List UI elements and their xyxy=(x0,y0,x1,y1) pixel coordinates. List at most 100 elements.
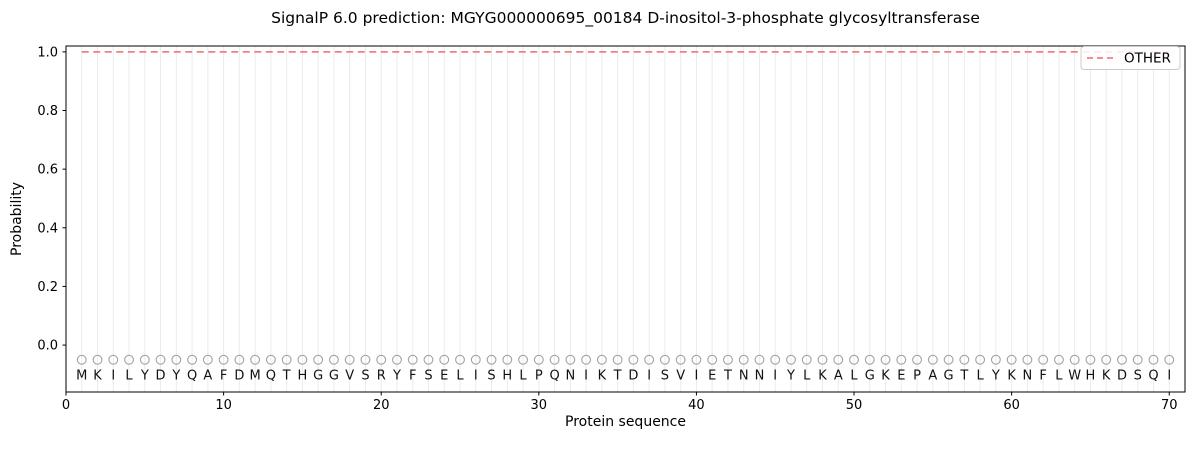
residue-letter: Y xyxy=(392,368,401,383)
residue-marker xyxy=(738,354,749,365)
residue-marker xyxy=(124,354,134,365)
x-tick-label: 30 xyxy=(531,398,548,413)
x-tick-label: 20 xyxy=(373,398,390,413)
residue-letter: K xyxy=(881,368,890,383)
x-tick-label: 60 xyxy=(1003,398,1020,413)
residue-letter: A xyxy=(834,368,843,383)
residue-marker xyxy=(833,354,844,365)
residue-marker xyxy=(155,354,166,365)
residue-letter: Q xyxy=(266,368,276,383)
residue-marker xyxy=(1022,354,1033,365)
residue-letter: A xyxy=(928,368,937,383)
residue-marker xyxy=(344,354,355,365)
residue-marker xyxy=(786,354,796,365)
residue-letter: I xyxy=(647,368,651,383)
residue-marker xyxy=(250,354,261,365)
residue-letter: L xyxy=(519,368,527,383)
residue-marker xyxy=(864,354,875,365)
residue-letter: I xyxy=(111,368,115,383)
residue-letter: I xyxy=(584,368,588,383)
y-tick-label: 0.8 xyxy=(37,104,58,119)
residue-letter: Y xyxy=(171,368,180,383)
residue-letter: P xyxy=(535,368,543,383)
residue-marker xyxy=(770,354,781,365)
residue-marker xyxy=(360,354,371,365)
residue-letter: N xyxy=(755,368,765,383)
residue-marker xyxy=(470,354,481,365)
residue-letter: H xyxy=(502,368,512,383)
residue-marker xyxy=(581,354,592,365)
residue-letter: S xyxy=(424,368,432,383)
residue-marker xyxy=(754,354,765,365)
residue-marker xyxy=(644,354,655,365)
residue-letter: L xyxy=(803,368,811,383)
residue-letter: D xyxy=(1117,368,1127,383)
residue-letter: I xyxy=(474,368,478,383)
residue-marker xyxy=(659,354,670,365)
residue-letter: Q xyxy=(1148,368,1158,383)
residue-marker xyxy=(912,354,923,365)
residue-letter: L xyxy=(850,368,858,383)
residue-letter: F xyxy=(409,368,416,383)
residue-marker xyxy=(108,354,119,365)
x-tick-label: 40 xyxy=(688,398,705,413)
residue-letter: V xyxy=(345,368,354,383)
residue-letter: A xyxy=(203,368,212,383)
residue-marker xyxy=(407,354,418,365)
residue-letter: K xyxy=(598,368,607,383)
residue-marker xyxy=(1117,354,1127,365)
residue-letter: Y xyxy=(991,368,1000,383)
residue-marker xyxy=(596,354,607,365)
y-tick-label: 0.2 xyxy=(37,280,58,295)
residue-marker xyxy=(187,354,198,365)
residue-marker xyxy=(722,354,733,365)
residue-marker xyxy=(455,354,465,365)
residue-marker xyxy=(297,354,308,365)
legend-label: OTHER xyxy=(1124,51,1171,67)
residue-marker xyxy=(234,354,245,365)
residue-letter: D xyxy=(234,368,244,383)
residue-letter: D xyxy=(628,368,638,383)
x-tick-label: 0 xyxy=(62,398,70,413)
residue-letter: E xyxy=(708,368,716,383)
residue-letter: L xyxy=(125,368,133,383)
residue-marker xyxy=(1038,354,1049,365)
residue-marker xyxy=(801,354,812,365)
residue-marker xyxy=(1069,354,1080,365)
residue-letter: K xyxy=(1007,368,1016,383)
y-axis-label: Probability xyxy=(9,181,25,257)
residue-marker xyxy=(565,354,576,365)
residue-letter: K xyxy=(818,368,827,383)
residue-letter: V xyxy=(676,368,685,383)
legend-box xyxy=(1080,46,1181,70)
plot-border xyxy=(65,45,1186,393)
residue-letter: N xyxy=(1023,368,1033,383)
residue-marker xyxy=(502,354,513,365)
residue-marker xyxy=(533,354,544,365)
residue-marker xyxy=(975,354,986,365)
residue-marker xyxy=(376,354,387,365)
residue-letter: L xyxy=(1055,368,1063,383)
residue-letter: Y xyxy=(786,368,795,383)
residue-marker xyxy=(1148,354,1159,365)
residue-letter: H xyxy=(298,368,308,383)
residue-marker xyxy=(439,354,450,365)
residue-letter: N xyxy=(739,368,749,383)
residue-marker xyxy=(92,354,103,365)
residue-letter: Q xyxy=(187,368,197,383)
residue-letter: T xyxy=(282,368,291,383)
residue-marker xyxy=(171,354,182,365)
residue-marker xyxy=(328,354,339,365)
residue-marker xyxy=(880,354,891,365)
residue-letter: N xyxy=(565,368,575,383)
residue-letter: W xyxy=(1068,368,1081,383)
residue-marker xyxy=(1085,354,1096,365)
residue-letter: P xyxy=(913,368,921,383)
residue-letter: S xyxy=(1134,368,1142,383)
residue-letter: L xyxy=(976,368,984,383)
residue-marker xyxy=(423,354,434,365)
y-tick-label: 0.4 xyxy=(37,221,58,236)
residue-marker xyxy=(628,354,639,365)
